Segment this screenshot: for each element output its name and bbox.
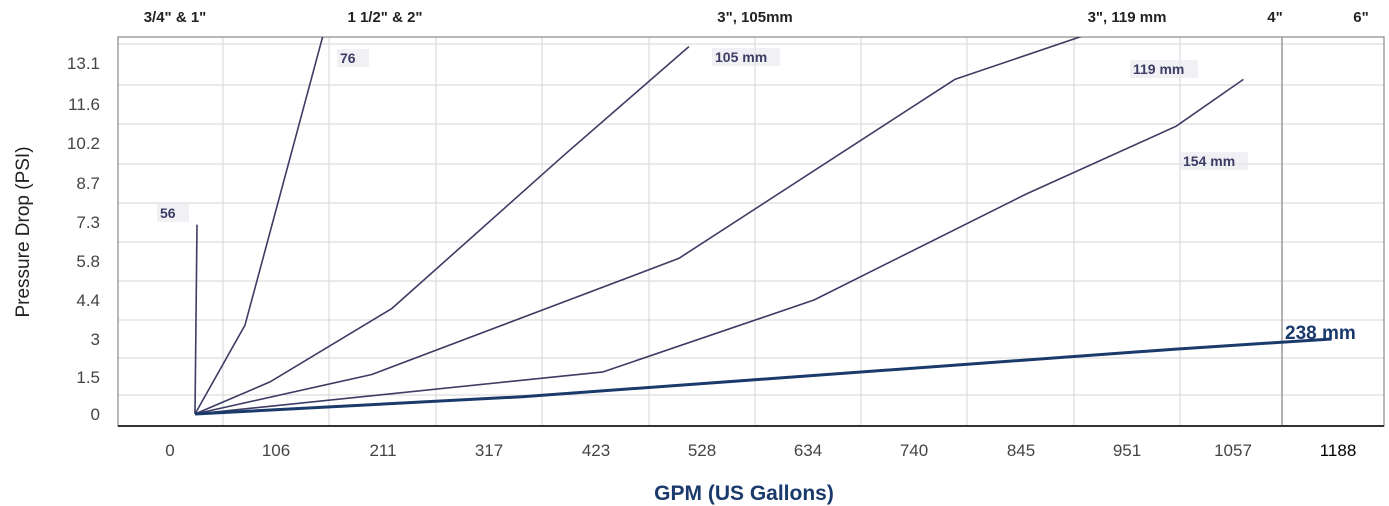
x-tick-label: 317 bbox=[475, 441, 503, 460]
series-label: 154 mm bbox=[1183, 153, 1235, 169]
y-tick-label: 1.5 bbox=[76, 368, 100, 387]
x-tick-label: 106 bbox=[262, 441, 290, 460]
x-tick-label: 1057 bbox=[1214, 441, 1252, 460]
y-tick-label: 10.2 bbox=[67, 134, 100, 153]
series-label-background bbox=[157, 204, 189, 222]
series-line-105-mm bbox=[194, 45, 690, 415]
y-tick-label: 5.8 bbox=[76, 252, 100, 271]
series-label-background bbox=[1130, 60, 1198, 78]
y-tick-label: 7.3 bbox=[76, 213, 100, 232]
y-tick-label: 0 bbox=[91, 405, 100, 424]
x-tick-label: 1188 bbox=[1320, 441, 1357, 460]
top-size-label: 1 1/2" & 2" bbox=[347, 9, 422, 26]
plot-frame bbox=[117, 36, 1385, 427]
series-label-background bbox=[1180, 152, 1248, 170]
series-line-119-mm bbox=[194, 37, 1083, 415]
y-tick-label: 4.4 bbox=[76, 291, 100, 310]
x-tick-label: 528 bbox=[688, 441, 716, 460]
y-tick-label: 3 bbox=[91, 330, 100, 349]
x-tick-label: 845 bbox=[1007, 441, 1035, 460]
top-size-label: 6" bbox=[1353, 9, 1368, 26]
x-axis-label: GPM (US Gallons) bbox=[654, 482, 834, 505]
top-size-label: 4" bbox=[1267, 9, 1282, 26]
top-labels: 3/4" & 1" 1 1/2" & 2" 3", 105mm 3", 119 mm 4… bbox=[144, 9, 1369, 26]
x-tick-label: 211 bbox=[369, 441, 396, 460]
top-size-label: 3", 105mm bbox=[717, 9, 793, 26]
series-label: 76 bbox=[340, 50, 356, 66]
series-label: 105 mm bbox=[715, 49, 767, 65]
series-label: 119 mm bbox=[1133, 61, 1184, 77]
x-tick-label: 423 bbox=[582, 441, 610, 460]
series-line-238-mm bbox=[194, 337, 1332, 416]
series-label-background bbox=[337, 49, 369, 67]
x-tick-label: 634 bbox=[794, 441, 822, 460]
top-size-label: 3/4" & 1" bbox=[144, 9, 207, 26]
series-line-56 bbox=[194, 224, 198, 415]
y-tick-label: 11.6 bbox=[68, 95, 100, 114]
series-label: 56 bbox=[160, 205, 176, 221]
x-tick-label: 951 bbox=[1113, 441, 1141, 460]
top-size-label: 3", 119 mm bbox=[1088, 9, 1167, 26]
x-tick-label: 0 bbox=[165, 441, 174, 460]
series-lines bbox=[194, 37, 1332, 416]
y-tick-label: 8.7 bbox=[76, 174, 100, 193]
series-line-154-mm bbox=[194, 78, 1244, 415]
plot-border bbox=[117, 36, 1385, 427]
series-labels: 56 76 105 mm 119 mm 154 mm 238 mm bbox=[157, 48, 1356, 344]
axis-ticks: 0 1.5 3 4.4 5.8 7.3 8.7 10.2 11.6 13.1 0 106 211 317 4… bbox=[67, 54, 1356, 460]
y-axis-label: Pressure Drop (PSI) bbox=[13, 146, 34, 317]
series-label-background bbox=[712, 48, 780, 66]
grid bbox=[118, 37, 1384, 426]
y-tick-label: 13.1 bbox=[67, 54, 100, 73]
x-tick-label: 740 bbox=[900, 441, 928, 460]
series-label: 238 mm bbox=[1285, 323, 1356, 344]
series-line-76 bbox=[194, 37, 324, 415]
